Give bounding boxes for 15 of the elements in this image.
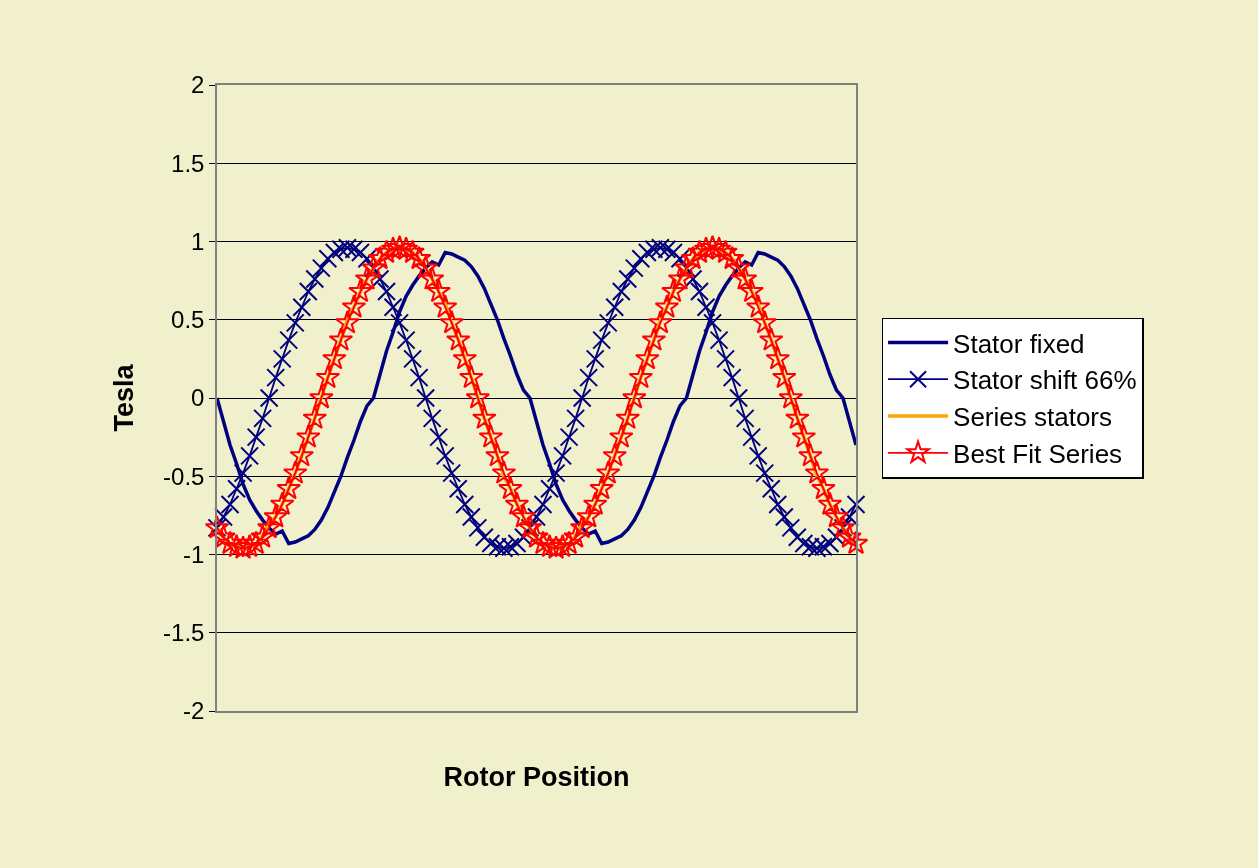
y-tick-label: 0: [191, 384, 205, 412]
y-tick-label: 2: [191, 71, 205, 99]
legend-label: Series stators: [953, 402, 1113, 433]
y-axis-title: Tesla: [108, 363, 139, 432]
y-tick-label: -2: [183, 697, 205, 725]
y-tick-label: -0.5: [163, 462, 205, 490]
legend-label: Stator fixed: [953, 328, 1085, 359]
legend-label: Stator shift 66%: [953, 365, 1137, 396]
y-tick-label: -1: [183, 540, 205, 568]
y-tick-label: 1.5: [171, 149, 205, 177]
y-tick-label: -1.5: [163, 619, 205, 647]
legend-label: Best Fit Series: [953, 438, 1123, 469]
x-axis-title: Rotor Position: [443, 761, 630, 792]
y-tick-label: 1: [191, 227, 205, 255]
y-tick-label: 0.5: [171, 306, 205, 334]
